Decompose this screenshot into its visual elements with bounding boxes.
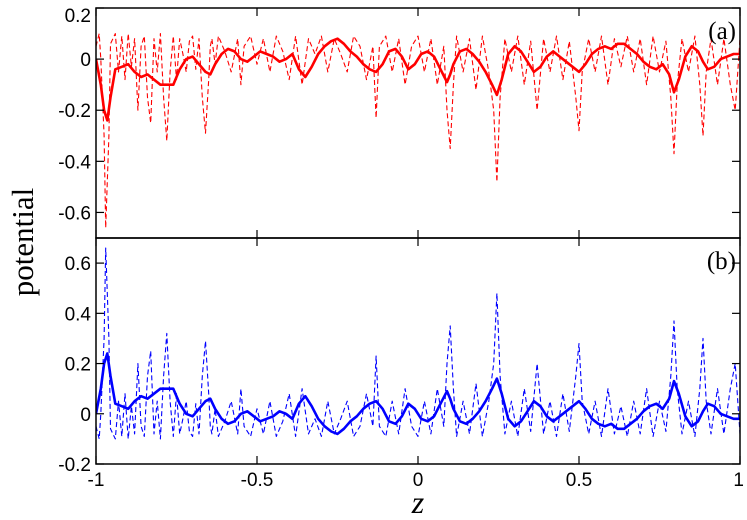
panel-b: 0.6 0.4 0.2 0 -0.2 (b) <box>58 237 741 476</box>
y-tick-label: 0 <box>80 405 91 426</box>
y-axis-title: potential <box>5 188 40 296</box>
y-tick-label: -0.2 <box>58 455 91 476</box>
x-tick-label: 0.5 <box>566 470 592 491</box>
y-tick-label: 0.2 <box>65 355 91 376</box>
x-tick-label: 0 <box>413 470 424 491</box>
plot-panels: 0.2 0 -0.2 -0.4 -0.6 (a) 0.6 0.4 0.2 0 -0.2 (b) -1 -0… <box>58 6 744 491</box>
x-axis-title: z <box>411 484 425 520</box>
y-tick-label: 0.4 <box>65 304 92 325</box>
series-line-dashed <box>96 247 740 440</box>
panel-label: (b) <box>707 248 736 275</box>
y-tick-label: 0.2 <box>65 6 91 27</box>
panel-label: (a) <box>708 18 736 45</box>
y-tick-label: 0.6 <box>65 254 91 275</box>
series-line-solid <box>96 352 740 436</box>
panel-frame <box>95 237 741 465</box>
x-tick-label: -0.5 <box>241 470 274 491</box>
y-tick-label: 0 <box>80 50 91 71</box>
series-line-solid <box>96 37 740 122</box>
x-tick-label: -1 <box>88 470 105 491</box>
y-tick-label: -0.4 <box>58 152 91 173</box>
x-tick-label: 1 <box>733 470 744 491</box>
panel-a: 0.2 0 -0.2 -0.4 -0.6 (a) <box>58 6 741 239</box>
y-tick-label: -0.2 <box>58 101 91 122</box>
series-line-dashed <box>96 33 740 229</box>
y-tick-label: -0.6 <box>58 203 91 224</box>
panel-frame <box>95 7 741 239</box>
